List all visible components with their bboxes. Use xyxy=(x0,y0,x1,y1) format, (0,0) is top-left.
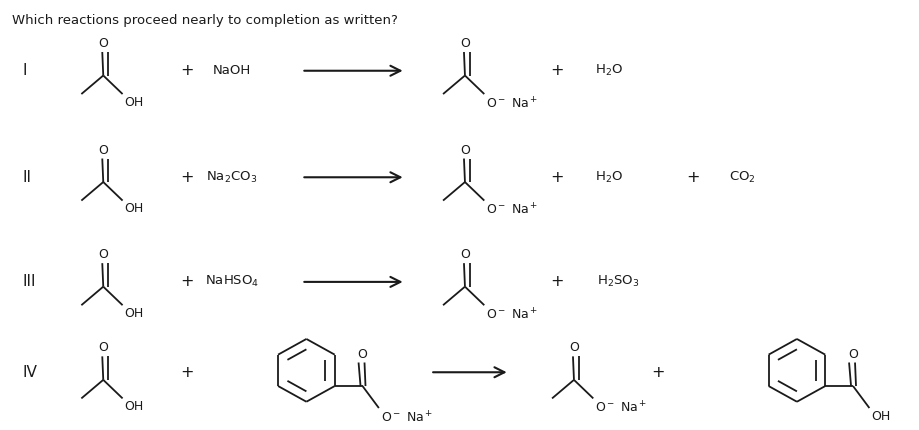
Text: +: + xyxy=(686,170,698,185)
Text: O$^-$ Na$^+$: O$^-$ Na$^+$ xyxy=(380,410,433,425)
Text: O$^-$ Na$^+$: O$^-$ Na$^+$ xyxy=(486,307,538,322)
Text: +: + xyxy=(180,63,194,78)
Text: OH: OH xyxy=(124,400,143,413)
Text: O: O xyxy=(569,341,578,354)
Text: CO$_2$: CO$_2$ xyxy=(728,170,754,185)
Text: OH: OH xyxy=(124,307,143,320)
Text: H$_2$O: H$_2$O xyxy=(594,170,622,185)
Text: O: O xyxy=(98,341,108,354)
Text: O: O xyxy=(460,144,470,157)
Text: O: O xyxy=(98,248,108,261)
Text: O: O xyxy=(98,144,108,157)
Text: O: O xyxy=(460,37,470,50)
Text: O: O xyxy=(847,347,857,361)
Text: H$_2$SO$_3$: H$_2$SO$_3$ xyxy=(596,274,639,289)
Text: Na$_2$CO$_3$: Na$_2$CO$_3$ xyxy=(206,170,257,185)
Text: NaOH: NaOH xyxy=(212,64,251,77)
Text: II: II xyxy=(22,170,31,185)
Text: O$^-$ Na$^+$: O$^-$ Na$^+$ xyxy=(486,96,538,111)
Text: +: + xyxy=(180,365,194,380)
Text: H$_2$O: H$_2$O xyxy=(594,63,622,78)
Text: OH: OH xyxy=(124,203,143,215)
Text: O: O xyxy=(98,37,108,50)
Text: NaHSO$_4$: NaHSO$_4$ xyxy=(205,274,259,289)
Text: O$^-$ Na$^+$: O$^-$ Na$^+$ xyxy=(595,400,647,416)
Text: +: + xyxy=(180,170,194,185)
Text: +: + xyxy=(550,170,563,185)
Text: Which reactions proceed nearly to completion as written?: Which reactions proceed nearly to comple… xyxy=(12,14,398,27)
Text: O: O xyxy=(357,347,367,361)
Text: IV: IV xyxy=(22,365,37,380)
Text: OH: OH xyxy=(870,410,890,423)
Text: I: I xyxy=(22,63,27,78)
Text: OH: OH xyxy=(124,96,143,109)
Text: +: + xyxy=(550,274,563,289)
Text: +: + xyxy=(180,274,194,289)
Text: O$^-$ Na$^+$: O$^-$ Na$^+$ xyxy=(486,203,538,218)
Text: +: + xyxy=(550,63,563,78)
Text: +: + xyxy=(651,365,664,380)
Text: O: O xyxy=(460,248,470,261)
Text: III: III xyxy=(22,274,36,289)
